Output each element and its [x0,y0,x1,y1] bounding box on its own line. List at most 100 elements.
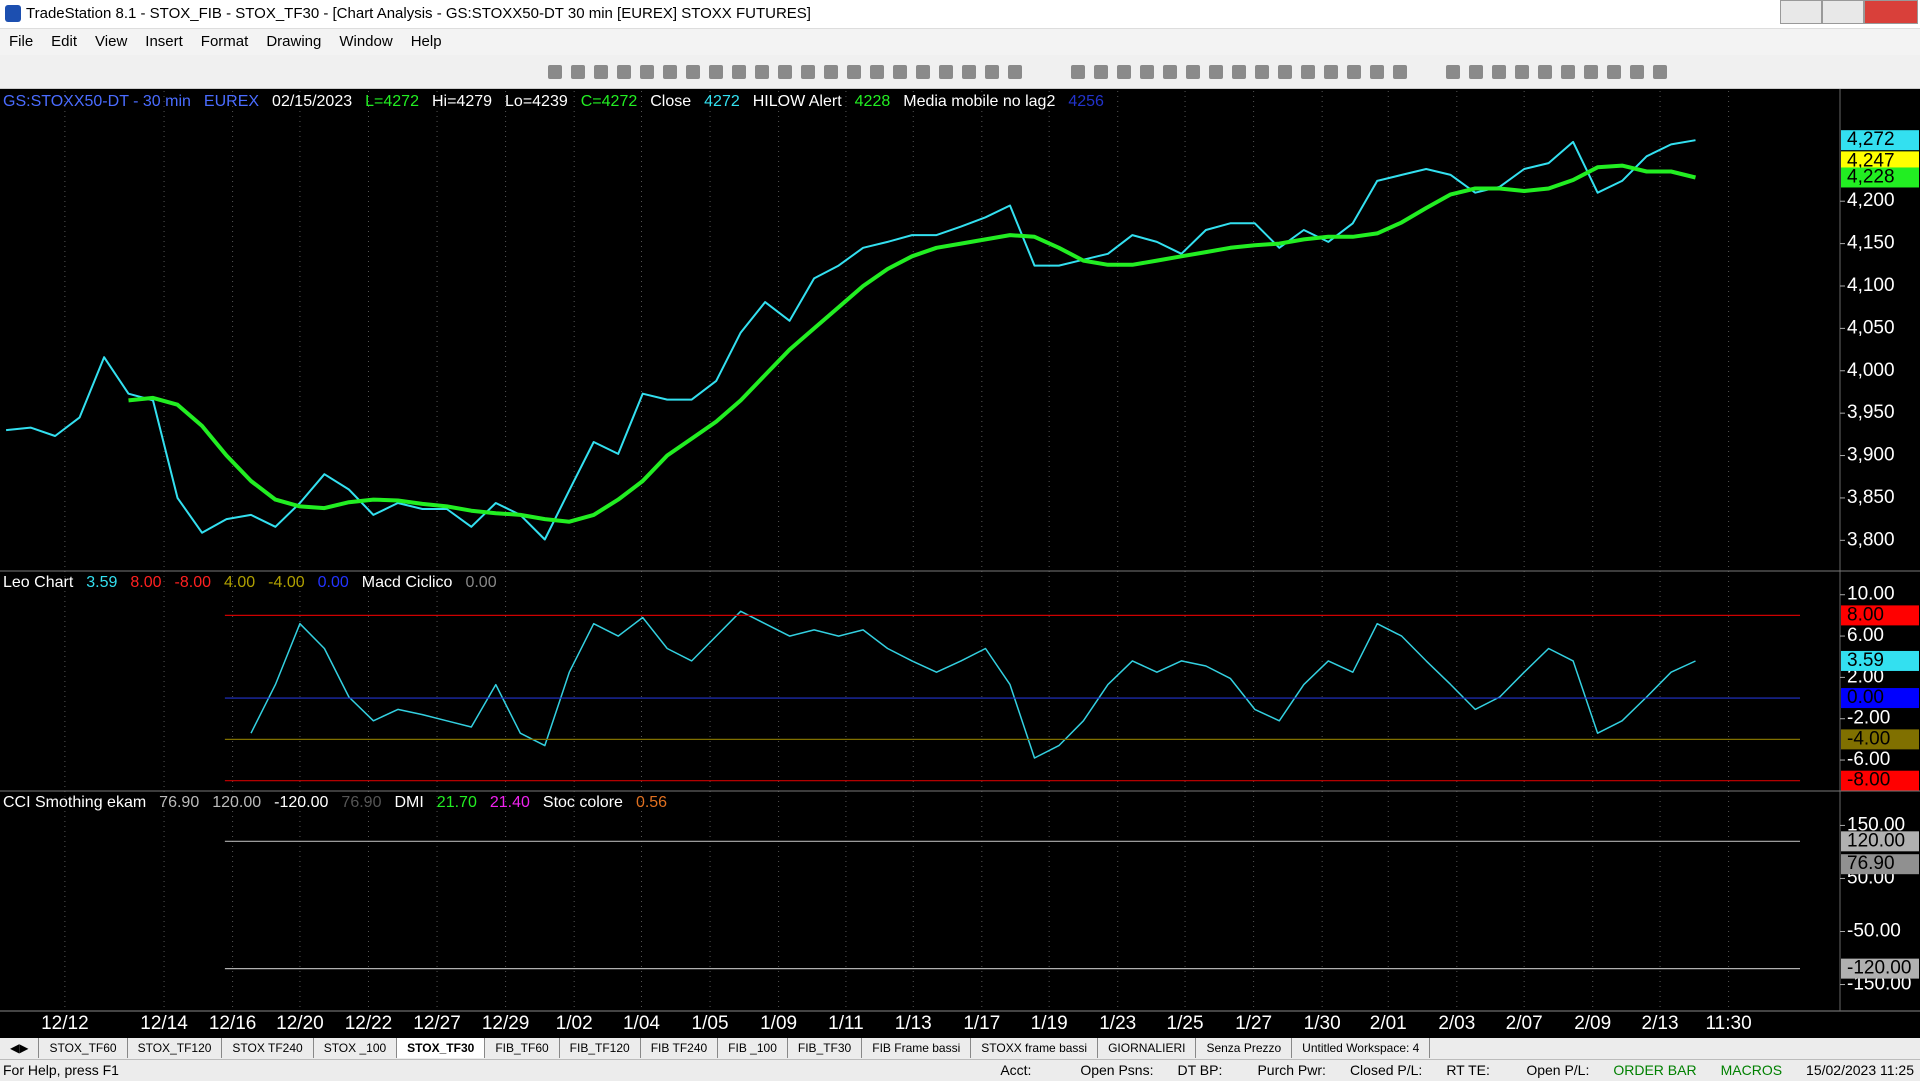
y-tick-label: 3,800 [1847,529,1895,550]
toolbar-button[interactable] [1071,65,1085,79]
x-tick-label: 1/17 [963,1013,1000,1034]
toolbar-button[interactable] [755,65,769,79]
toolbar-button[interactable] [548,65,562,79]
toolbar-button[interactable] [571,65,585,79]
workspace-tab[interactable]: FIB_TF120 [560,1038,641,1058]
last-value-label: 4,247 [1847,150,1895,171]
toolbar-button[interactable] [893,65,907,79]
toolbar-button[interactable] [1492,65,1506,79]
toolbar-button[interactable] [1324,65,1338,79]
workspace-tab[interactable]: FIB_TF60 [485,1038,560,1058]
toolbar-button[interactable] [916,65,930,79]
x-tick-label: 12/12 [41,1013,89,1034]
menu-item[interactable]: File [9,33,34,50]
toolbar-button[interactable] [824,65,838,79]
toolbar-button[interactable] [962,65,976,79]
toolbar-button[interactable] [1186,65,1200,79]
workspace-tab[interactable]: STOX_TF60 [39,1038,128,1058]
toolbar-button[interactable] [1561,65,1575,79]
toolbar-button[interactable] [1140,65,1154,79]
last-value-label: 76.90 [1847,853,1895,874]
toolbar-button[interactable] [1232,65,1246,79]
minimize-button[interactable] [1780,0,1822,24]
workspace-tab[interactable]: Senza Prezzo [1196,1038,1293,1058]
toolbar-button[interactable] [1515,65,1529,79]
last-value-label: 4,228 [1847,166,1895,187]
workspace-tab[interactable]: FIB TF240 [641,1038,719,1058]
workspace-tab[interactable]: STOX_TF30 [397,1038,486,1058]
toolbar-button[interactable] [1607,65,1621,79]
legend-text: 0.00 [318,574,349,591]
toolbar-button[interactable] [1630,65,1644,79]
toolbar-button[interactable] [709,65,723,79]
toolbar-button[interactable] [1278,65,1292,79]
toolbar-button[interactable] [686,65,700,79]
toolbar-button[interactable] [1347,65,1361,79]
x-tick-label: 11:30 [1706,1013,1752,1034]
workspace-tab[interactable]: STOX _100 [314,1038,398,1058]
legend-text: C=4272 [581,93,638,110]
x-tick-label: 12/16 [209,1013,257,1034]
menu-item[interactable]: Window [339,33,393,50]
maximize-button[interactable] [1822,0,1864,24]
toolbar-button[interactable] [1163,65,1177,79]
toolbar-button[interactable] [1584,65,1598,79]
toolbar-button[interactable] [870,65,884,79]
menu-item[interactable]: View [95,33,128,50]
last-value-label: 3.59 [1847,650,1884,671]
toolbar-button[interactable] [1393,65,1407,79]
last-value-box [1841,688,1919,709]
toolbar-button[interactable] [778,65,792,79]
last-value-label: 120.00 [1847,830,1905,851]
last-value-box [1841,650,1919,671]
legend-text: Hi=4279 [432,93,492,110]
legend-text: 21.70 [437,794,477,811]
window-title: TradeStation 8.1 - STOX_FIB - STOX_TF30 … [26,5,811,22]
toolbar-button[interactable] [1255,65,1269,79]
status-datetime: 15/02/2023 11:25 [1806,1062,1914,1078]
toolbar-button[interactable] [617,65,631,79]
menu-item[interactable]: Format [200,33,249,50]
workspace-tab[interactable]: STOX TF240 [222,1038,314,1058]
legend-text: L=4272 [365,93,419,110]
toolbar-button[interactable] [1008,65,1022,79]
toolbar-button[interactable] [1538,65,1552,79]
legend-text: Lo=4239 [505,93,568,110]
workspace-tab[interactable]: Untitled Workspace: 4 [1292,1038,1431,1058]
toolbar-button[interactable] [1301,65,1315,79]
workspace-tab[interactable]: STOX_TF120 [128,1038,223,1058]
toolbar-button[interactable] [663,65,677,79]
y-tick-label: 4,200 [1847,190,1895,211]
status-macro[interactable]: ORDER BAR [1613,1062,1697,1078]
toolbar-button[interactable] [1446,65,1460,79]
workspace-tab[interactable]: FIB Frame bassi [862,1038,972,1058]
toolbar-button[interactable] [1094,65,1108,79]
toolbar-button[interactable] [1117,65,1131,79]
toolbar-button[interactable] [640,65,654,79]
status-fields: Acct: Open Psns: DT BP: Purch Pwr: Closed P/… [1000,1060,1914,1081]
menu-item[interactable]: Drawing [266,33,322,50]
workspace-tab[interactable]: STOXX frame bassi [971,1038,1099,1058]
toolbar-button[interactable] [1370,65,1384,79]
last-value-box [1841,729,1919,750]
workspace-tab[interactable]: FIB_TF30 [788,1038,863,1058]
toolbar-button[interactable] [594,65,608,79]
close-button[interactable] [1864,0,1918,24]
status-macro[interactable]: MACROS [1720,1062,1783,1078]
toolbar-button[interactable] [1209,65,1223,79]
toolbar-button[interactable] [1469,65,1483,79]
menu-item[interactable]: Edit [51,33,78,50]
toolbar-button[interactable] [732,65,746,79]
workspace-tab[interactable]: GIORNALIERI [1098,1038,1197,1058]
toolbar-button[interactable] [801,65,815,79]
toolbar-button[interactable] [847,65,861,79]
last-value-box [1841,770,1919,791]
toolbar-button[interactable] [939,65,953,79]
menu-item[interactable]: Insert [145,33,183,50]
toolbar-button[interactable] [985,65,999,79]
toolbar-button[interactable] [1653,65,1667,79]
tab-scroll[interactable]: ◀▶ [0,1038,40,1058]
menu-item[interactable]: Help [410,33,442,50]
workspace-tab[interactable]: FIB _100 [718,1038,788,1058]
last-value-box [1841,854,1919,875]
